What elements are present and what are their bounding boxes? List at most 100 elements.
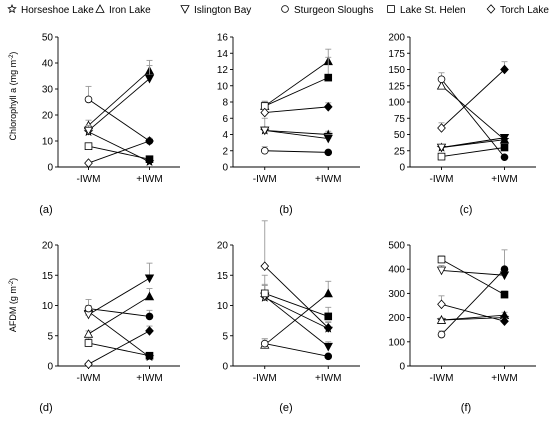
legend-item-sturgeon-sloughs: Sturgeon Sloughs bbox=[281, 5, 374, 16]
series-sturgeon-sloughs bbox=[260, 338, 333, 361]
point-torch-lake-plus-iwm bbox=[500, 316, 509, 327]
point-lake-st-helen-plus-iwm bbox=[145, 351, 154, 360]
series-lake-st-helen bbox=[437, 143, 509, 161]
y-tick-label: 10 bbox=[217, 301, 229, 312]
series-line-sturgeon-sloughs bbox=[264, 343, 329, 357]
point-lake-st-helen-minus-iwm bbox=[260, 289, 269, 298]
y-tick-label: 12 bbox=[217, 65, 229, 76]
y-tick-label: 10 bbox=[217, 81, 229, 92]
point-islington-bay-minus-iwm bbox=[83, 126, 94, 136]
series-torch-lake bbox=[260, 102, 333, 118]
series-lake-st-helen bbox=[260, 274, 333, 321]
series-horseshoe-lake bbox=[259, 285, 334, 333]
legend-label-islington-bay: Islington Bay bbox=[194, 5, 251, 16]
series-horseshoe-lake bbox=[436, 312, 510, 325]
y-tick-label: 0 bbox=[399, 362, 405, 373]
point-lake-st-helen-minus-iwm bbox=[437, 152, 446, 161]
series-line-iron-lake bbox=[264, 61, 329, 107]
series-iron-lake bbox=[436, 80, 510, 144]
legend-item-horseshoe-lake: Horseshoe Lake bbox=[7, 3, 94, 16]
x-tick-label: -IWM bbox=[77, 174, 101, 185]
point-lake-st-helen-plus-iwm bbox=[324, 73, 333, 82]
series-sturgeon-sloughs bbox=[437, 72, 509, 162]
point-lake-st-helen-plus-iwm bbox=[500, 143, 509, 152]
y-tick-label: 10 bbox=[42, 301, 54, 312]
series-sturgeon-sloughs bbox=[437, 249, 509, 339]
panel-label: (e) bbox=[279, 402, 292, 414]
point-iron-lake-plus-iwm bbox=[323, 288, 333, 298]
series-torch-lake bbox=[437, 295, 509, 327]
legend-label-lake-st-helen: Lake St. Helen bbox=[400, 5, 466, 16]
series-line-lake-st-helen bbox=[264, 77, 329, 107]
point-islington-bay-plus-iwm bbox=[499, 133, 510, 143]
series-islington-bay bbox=[260, 117, 333, 144]
series-line-iron-lake bbox=[264, 293, 329, 346]
point-iron-lake-minus-iwm bbox=[436, 315, 447, 324]
point-iron-lake-minus-iwm bbox=[83, 329, 94, 338]
y-tick-label: 15 bbox=[42, 271, 54, 282]
series-line-iron-lake bbox=[88, 296, 150, 335]
point-torch-lake-plus-iwm bbox=[145, 326, 154, 336]
point-islington-bay-plus-iwm bbox=[144, 274, 155, 284]
y-tick-label: 6 bbox=[222, 114, 228, 125]
point-sturgeon-sloughs-plus-iwm bbox=[145, 312, 154, 321]
series-line-torch-lake bbox=[264, 265, 329, 329]
point-torch-lake-minus-iwm bbox=[437, 299, 446, 310]
point-sturgeon-sloughs-plus-iwm bbox=[500, 153, 509, 162]
series-line-islington-bay bbox=[88, 277, 150, 315]
series-line-torch-lake bbox=[264, 106, 329, 114]
series-iron-lake bbox=[83, 288, 155, 338]
series-line-torch-lake bbox=[441, 303, 505, 322]
y-tick-label: 0 bbox=[47, 163, 53, 174]
point-lake-st-helen-plus-iwm bbox=[324, 312, 333, 321]
y-tick-label: 150 bbox=[388, 65, 405, 76]
point-lake-st-helen-minus-iwm bbox=[84, 142, 93, 151]
panel-d: 0 5 10 15 20 -IWM +IWM (d) bbox=[39, 241, 180, 414]
panel-e: 0 5 10 15 20 -IWM +IWM (e) bbox=[217, 220, 360, 414]
point-torch-lake-plus-iwm bbox=[323, 323, 333, 333]
y-tick-label: 50 bbox=[42, 33, 54, 44]
series-iron-lake bbox=[83, 59, 155, 130]
point-islington-bay-plus-iwm bbox=[323, 134, 333, 144]
y-tick-label: 15 bbox=[217, 271, 229, 282]
y-tick-label: 75 bbox=[394, 114, 406, 125]
point-lake-st-helen-minus-iwm bbox=[437, 255, 446, 264]
legend: Horseshoe Lake Iron Lake Islington Bay Stur… bbox=[7, 3, 549, 16]
series-line-sturgeon-sloughs bbox=[264, 150, 329, 153]
y-tick-label: 400 bbox=[388, 265, 405, 276]
y-tick-label: 100 bbox=[388, 98, 405, 109]
series-islington-bay bbox=[436, 133, 510, 153]
y-tick-label: 40 bbox=[42, 59, 54, 70]
legend-marker-sturgeon-sloughs bbox=[281, 5, 289, 13]
series-line-lake-st-helen bbox=[264, 292, 329, 317]
series-line-lake-st-helen bbox=[441, 147, 505, 158]
panel-a: 0 10 20 30 40 50 -IWM +IWM (a) bbox=[39, 33, 180, 216]
point-torch-lake-minus-iwm bbox=[437, 123, 446, 133]
series-line-sturgeon-sloughs bbox=[441, 78, 505, 158]
x-tick-label: -IWM bbox=[430, 373, 454, 384]
point-lake-st-helen-minus-iwm bbox=[84, 339, 93, 347]
panel-b: 0 2 4 6 8 10 12 14 16 -IWM +IWM (b) bbox=[217, 33, 360, 216]
point-sturgeon-sloughs-plus-iwm bbox=[500, 265, 509, 274]
x-tick-label: -IWM bbox=[77, 373, 101, 384]
legend-label-horseshoe-lake: Horseshoe Lake bbox=[21, 5, 94, 16]
y-tick-label: 20 bbox=[217, 241, 229, 252]
legend-item-iron-lake: Iron Lake bbox=[95, 4, 151, 16]
point-torch-lake-plus-iwm bbox=[500, 64, 509, 75]
point-sturgeon-sloughs-minus-iwm bbox=[84, 304, 93, 313]
series-line-torch-lake bbox=[88, 330, 150, 365]
y-tick-label: 5 bbox=[222, 331, 228, 342]
series-islington-bay bbox=[260, 283, 333, 352]
panel-f: 0 100 200 300 400 500 -IWM +IWM (f) bbox=[388, 241, 536, 414]
series-line-horseshoe-lake bbox=[88, 311, 150, 358]
x-tick-label: +IWM bbox=[136, 174, 162, 185]
series-iron-lake bbox=[260, 48, 333, 110]
y-tick-label: 0 bbox=[47, 362, 53, 373]
series-torch-lake bbox=[260, 220, 333, 333]
y-tick-label: 4 bbox=[222, 130, 228, 141]
x-tick-label: +IWM bbox=[491, 174, 517, 185]
y-tick-label: 0 bbox=[399, 163, 405, 174]
series-islington-bay bbox=[83, 65, 155, 136]
series-line-islington-bay bbox=[441, 137, 505, 148]
